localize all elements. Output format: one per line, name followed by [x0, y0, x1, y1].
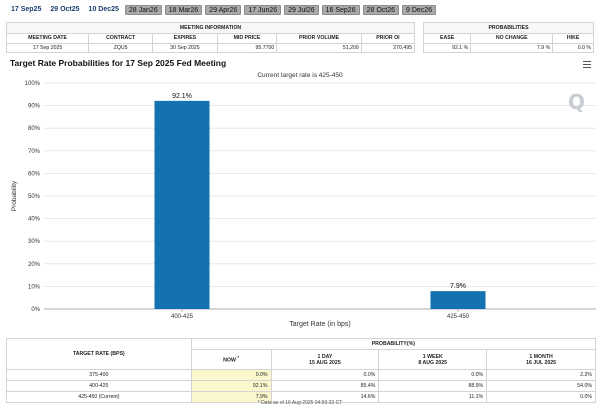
bar-400-425: [154, 100, 210, 309]
chart-title: Target Rate Probabilities for 17 Sep 202…: [10, 58, 227, 68]
data-label: 92.1%: [172, 93, 192, 100]
meeting-date-tabs: 17 Sep25 29 Oct25 10 Dec25 28 Jan26 18 Mar26…: [8, 5, 437, 15]
tab-meeting-8[interactable]: 16 Sep26: [321, 5, 360, 15]
now-column-header: NOW *: [190, 349, 272, 370]
table-row: 375-400 0.0% 0.0% 0.0% 2.2%: [6, 369, 596, 381]
y-tick-label: 0%: [31, 307, 40, 313]
y-axis-label: Probability: [11, 180, 18, 211]
x-axis-label: Target Rate (in bps): [289, 321, 350, 328]
table-row: 400-425 92.1% 85.4% 88.9% 54.0%: [6, 380, 596, 392]
x-tick-label: 425-450: [447, 314, 470, 320]
no-change-value: 7.9 %: [470, 42, 554, 53]
one-week-cell: 0.0%: [378, 369, 488, 381]
one-month-cell: 2.2%: [486, 369, 596, 381]
y-tick-label: 40%: [28, 217, 41, 223]
tab-meeting-10[interactable]: 9 Dec26: [402, 5, 437, 15]
y-tick-label: 20%: [28, 262, 41, 268]
meeting-information-table: MEETING INFORMATION MEETING DATE CONTRAC…: [5, 22, 416, 53]
ease-value: 92.1 %: [422, 42, 472, 53]
chart-subtitle: Current target rate is 425-450: [257, 72, 343, 79]
probability-bar-chart: 0% 10% 20% 30% 40% 50% 60% 70% 80% 90% 100% Probabi…: [11, 81, 596, 328]
probability-group-header: PROBABILITY(%): [190, 338, 597, 350]
y-tick-label: 10%: [28, 284, 41, 290]
probabilities-table: PROBABILITIES EASE NO CHANGE HIKE 92.1 %…: [422, 22, 594, 53]
one-month-cell: 54.0%: [486, 380, 596, 392]
one-day-cell: 0.0%: [270, 369, 380, 381]
meeting-date-value: 17 Sep 2025: [5, 42, 90, 53]
meeting-information-header: MEETING INFORMATION: [6, 22, 415, 34]
data-label: 7.9%: [450, 283, 466, 290]
target-rate-header: TARGET RATE (BPS): [6, 338, 192, 370]
y-tick-label: 30%: [28, 239, 41, 245]
hamburger-menu-icon[interactable]: [583, 61, 591, 68]
y-tick-label: 70%: [28, 149, 41, 155]
bar-425-450: [430, 291, 486, 309]
now-cell: 92.1%: [190, 380, 272, 392]
prior-volume-value: 51,209: [276, 42, 362, 53]
y-tick-label: 90%: [28, 104, 41, 110]
one-week-cell: 88.9%: [378, 380, 488, 392]
hike-value: 0.0 %: [552, 42, 594, 53]
y-tick-label: 50%: [28, 194, 41, 200]
one-month-column-header: 1 MONTH 16 JUL 2025: [486, 349, 596, 370]
tab-meeting-1[interactable]: 29 Oct25: [50, 6, 80, 13]
data-timestamp-footnote: * Data as of 16 Aug 2025 04:50:33 CT: [257, 400, 343, 406]
probabilities-header: PROBABILITIES: [423, 22, 594, 34]
tab-meeting-0[interactable]: 17 Sep25: [11, 6, 42, 13]
one-day-column-header: 1 DAY 15 AUG 2025: [270, 349, 380, 370]
contract-value: ZQU5: [88, 42, 154, 53]
y-tick-label: 80%: [28, 126, 41, 132]
tab-meeting-9[interactable]: 28 Oct26: [362, 5, 400, 15]
prior-oi-value: 270,495: [360, 42, 416, 53]
watermark-logo: Q: [568, 90, 586, 114]
tab-meeting-4[interactable]: 18 Mar26: [164, 5, 203, 15]
now-cell: 0.0%: [190, 369, 272, 381]
one-week-column-header: 1 WEEK 8 AUG 2025: [378, 349, 488, 370]
probability-history-table: TARGET RATE (BPS) PROBABILITY(%) NOW * 1…: [6, 338, 597, 403]
table-row: 425-450 (Current) 7.9% 14.6% 11.1% 0.0%: [6, 391, 596, 403]
one-month-cell: 0.0%: [486, 391, 596, 403]
rate-cell: 400-425: [6, 380, 192, 392]
tab-meeting-6[interactable]: 17 Jun26: [244, 5, 282, 15]
rate-cell: 425-450 (Current): [6, 391, 192, 403]
now-cell: 7.9%: [190, 391, 272, 403]
rate-cell: 375-400: [6, 369, 192, 381]
tab-meeting-3[interactable]: 28 Jan26: [124, 5, 162, 15]
x-tick-label: 400-425: [171, 314, 194, 320]
tab-meeting-2[interactable]: 10 Dec25: [88, 6, 119, 13]
tab-meeting-7[interactable]: 29 Jul26: [284, 5, 319, 15]
tab-meeting-5[interactable]: 29 Apr26: [205, 5, 242, 15]
one-week-cell: 11.1%: [378, 391, 488, 403]
y-tick-label: 100%: [25, 81, 41, 87]
y-tick-label: 60%: [28, 171, 41, 177]
one-day-cell: 85.4%: [270, 380, 380, 392]
